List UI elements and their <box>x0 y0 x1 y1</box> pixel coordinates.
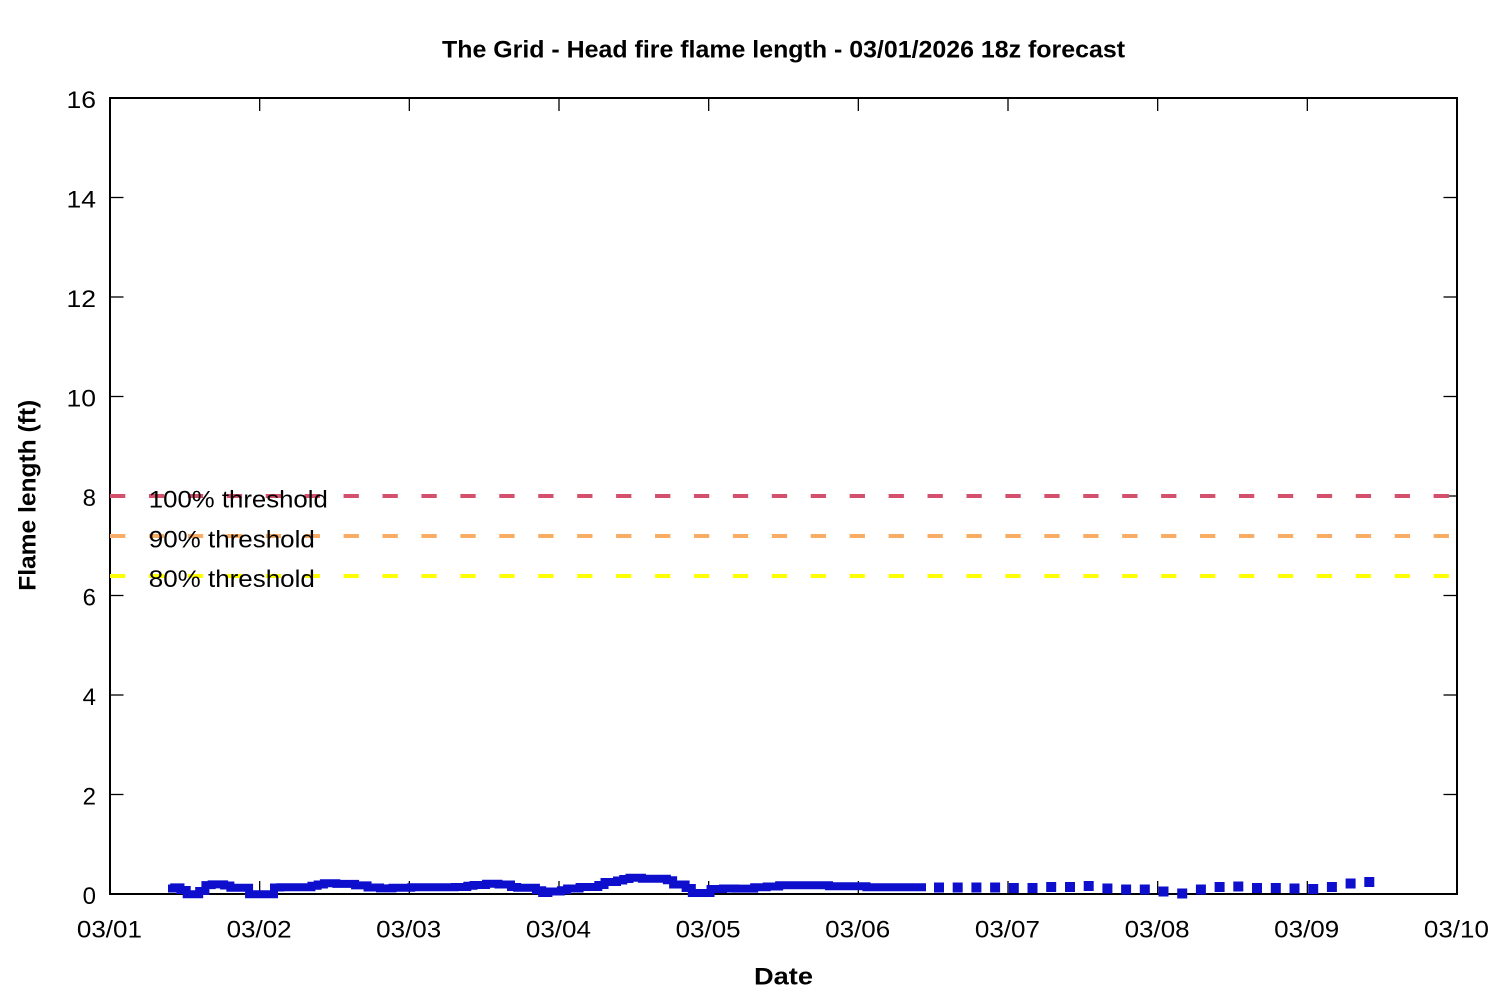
svg-text:03/03: 03/03 <box>376 916 441 943</box>
svg-text:14: 14 <box>67 186 97 213</box>
svg-text:100% threshold: 100% threshold <box>149 487 328 514</box>
svg-text:03/09: 03/09 <box>1274 916 1339 943</box>
svg-text:03/02: 03/02 <box>227 916 292 943</box>
svg-text:0: 0 <box>83 883 96 910</box>
svg-text:8: 8 <box>83 485 96 512</box>
svg-text:12: 12 <box>67 286 97 313</box>
svg-text:6: 6 <box>83 584 96 611</box>
svg-text:4: 4 <box>83 684 96 711</box>
svg-text:03/08: 03/08 <box>1125 916 1190 943</box>
svg-text:03/07: 03/07 <box>975 916 1040 943</box>
svg-text:03/05: 03/05 <box>676 916 741 943</box>
svg-text:80% threshold: 80% threshold <box>149 566 315 593</box>
svg-text:03/06: 03/06 <box>825 916 890 943</box>
svg-text:10: 10 <box>67 385 97 412</box>
svg-text:03/01: 03/01 <box>77 916 142 943</box>
svg-text:Date: Date <box>754 964 813 991</box>
svg-text:16: 16 <box>67 87 97 114</box>
svg-text:Flame length (ft): Flame length (ft) <box>14 400 41 591</box>
svg-text:03/10: 03/10 <box>1424 916 1489 943</box>
svg-text:03/04: 03/04 <box>526 916 591 943</box>
svg-text:2: 2 <box>83 783 96 810</box>
svg-text:The Grid - Head fire flame len: The Grid - Head fire flame length - 03/0… <box>442 36 1125 63</box>
svg-text:90% threshold: 90% threshold <box>149 526 315 553</box>
